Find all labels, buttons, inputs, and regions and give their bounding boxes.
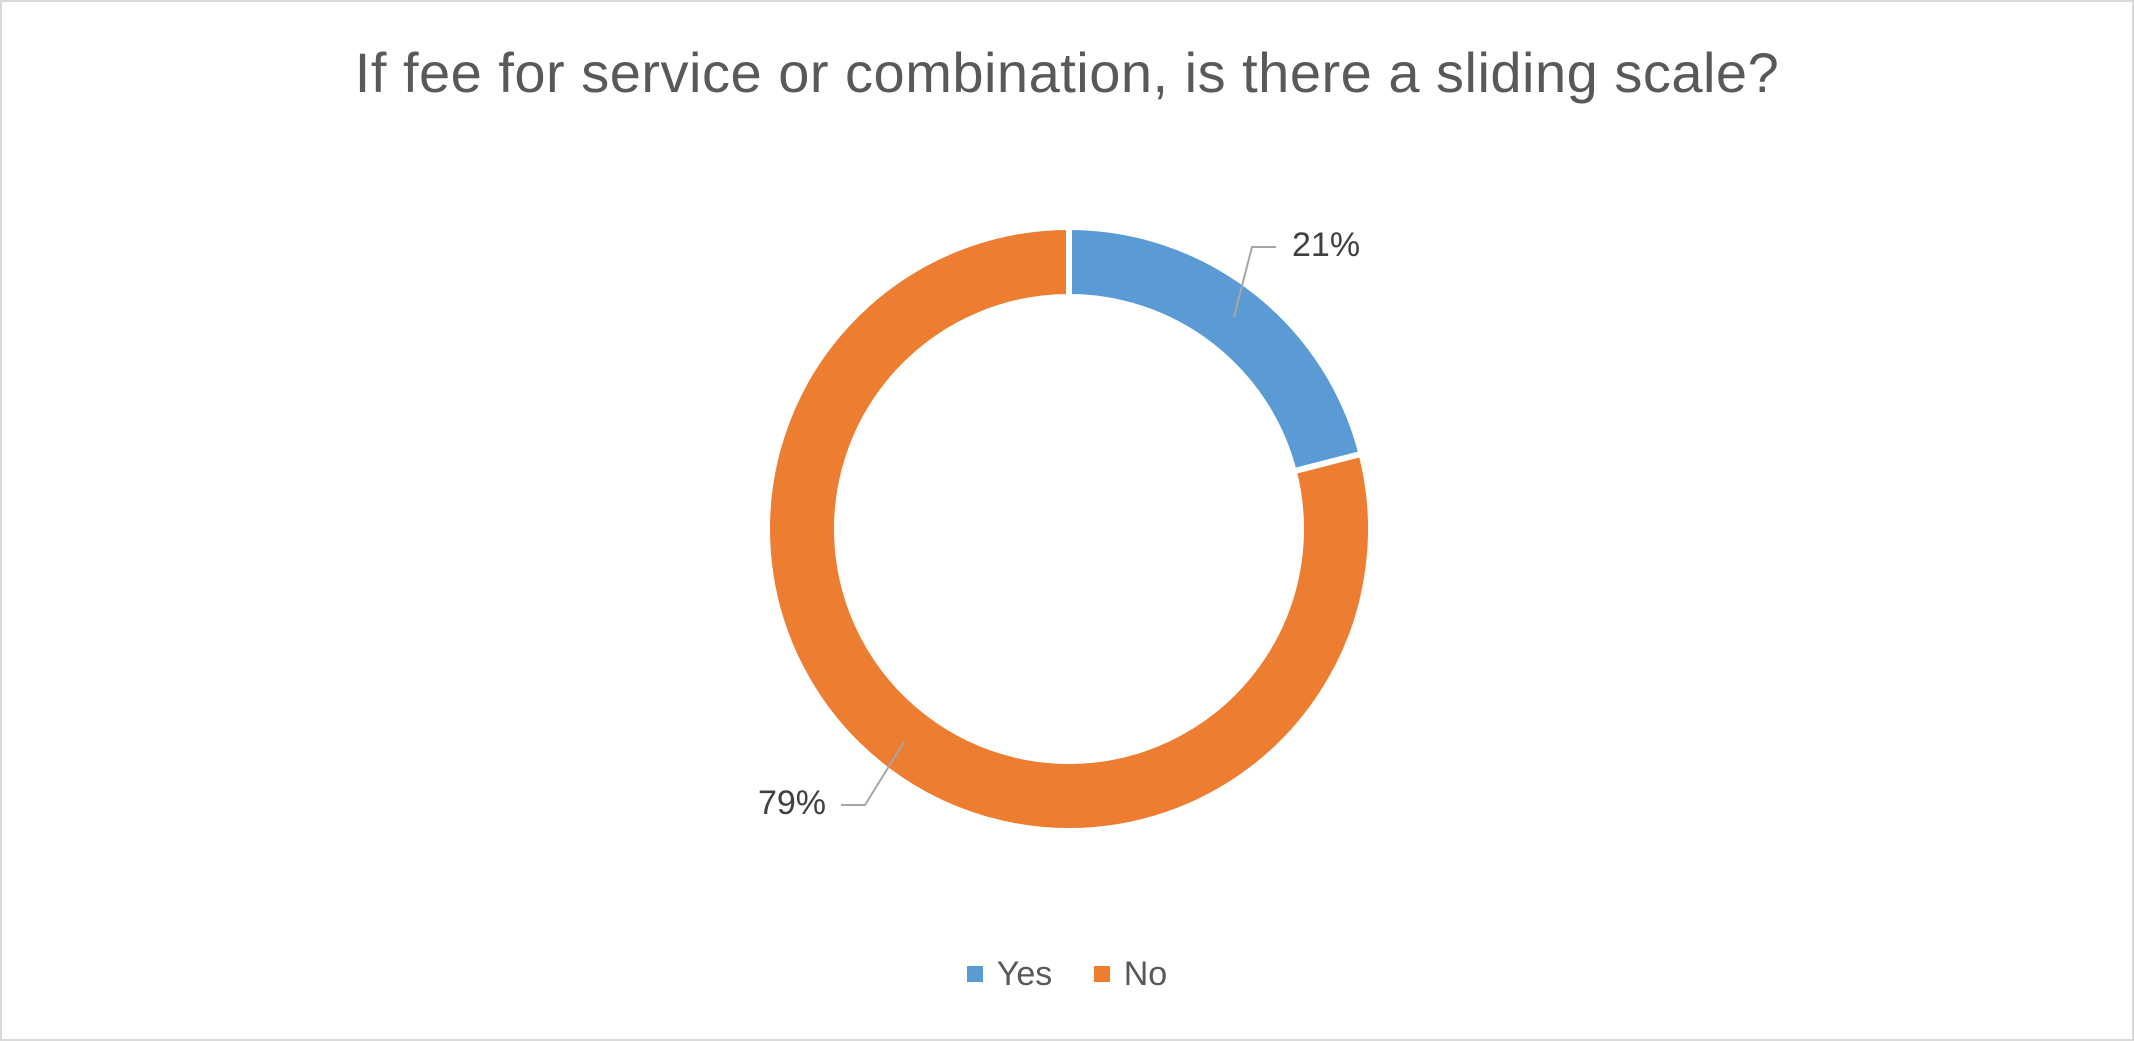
data-label-no: 79% <box>758 784 826 822</box>
slice-no <box>764 223 1374 834</box>
chart-title: If fee for service or combination, is th… <box>354 41 1780 104</box>
chart-legend: Yes No <box>2 952 2132 994</box>
legend-label-yes: Yes <box>996 954 1053 993</box>
legend-entry-no: No <box>1093 954 1168 994</box>
legend-label-no: No <box>1123 954 1168 993</box>
leader-line-no <box>841 741 905 806</box>
data-label-yes: 21% <box>1292 226 1360 264</box>
legend-entry-yes: Yes <box>966 954 1053 994</box>
legend-swatch-yes <box>966 966 983 982</box>
leader-line-yes <box>1233 246 1276 318</box>
legend-swatch-no <box>1093 966 1110 982</box>
